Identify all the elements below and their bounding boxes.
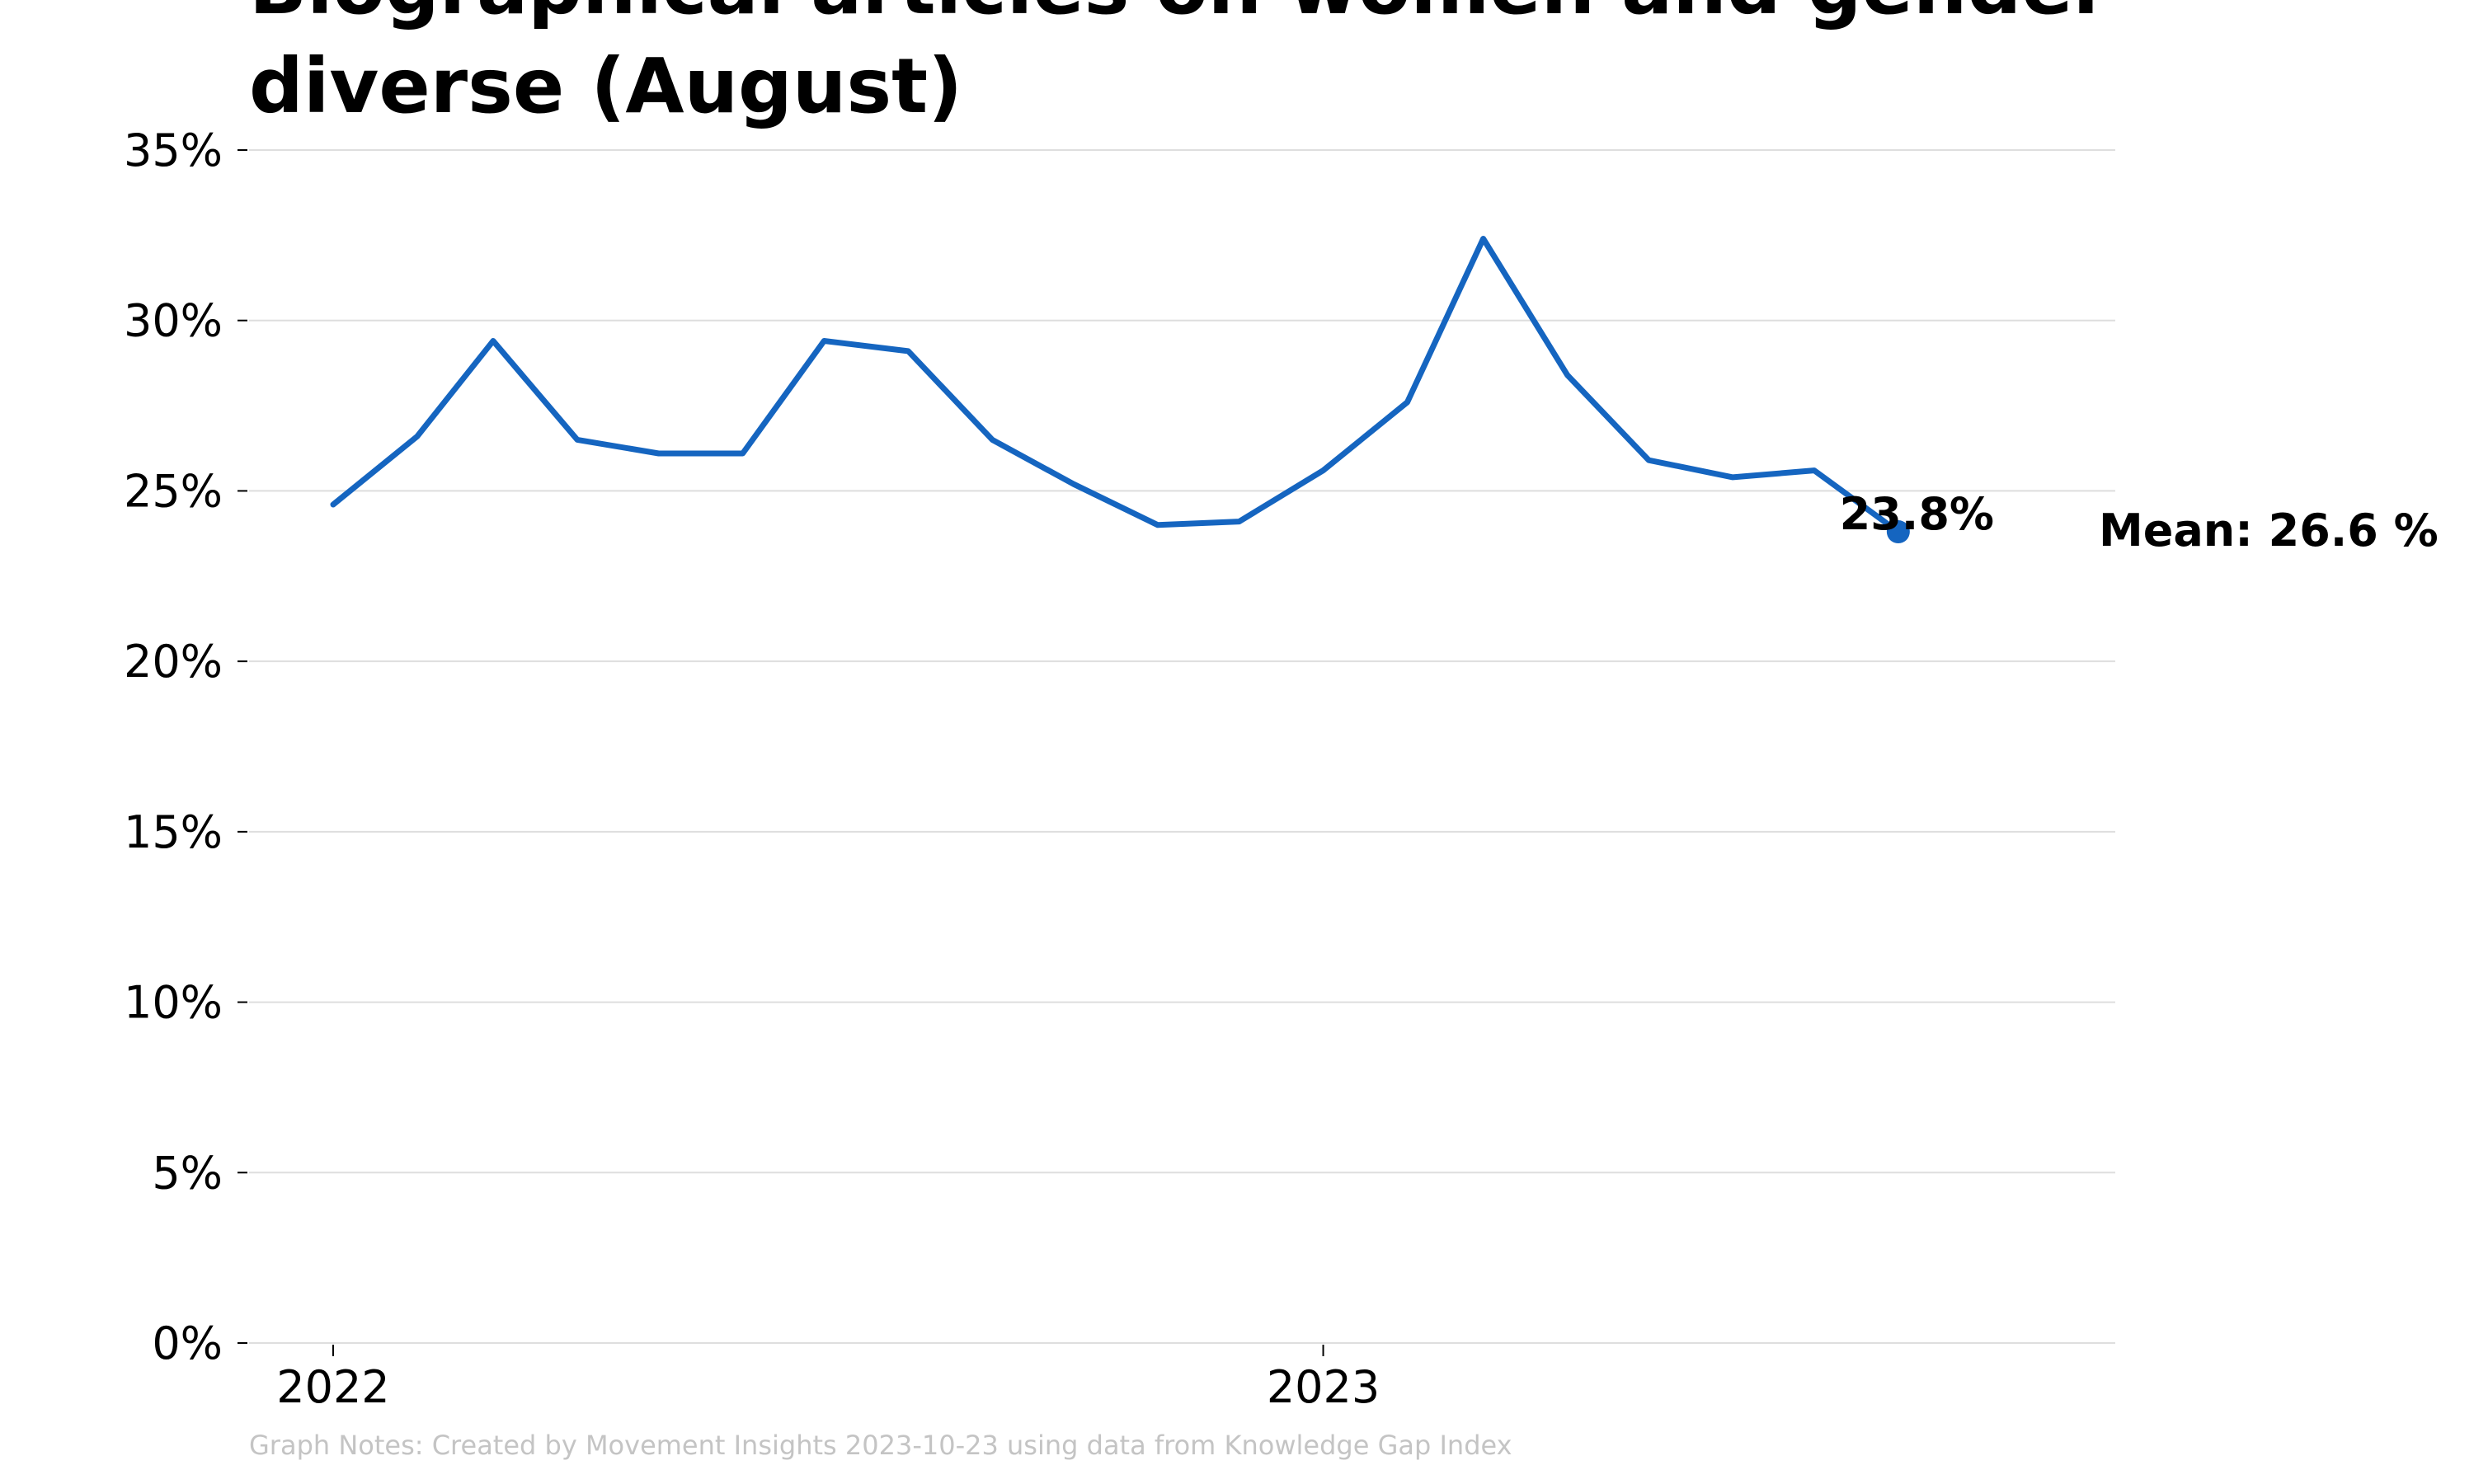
series-layer [330,236,1910,544]
x-tick-label: 2023 [1267,1361,1380,1413]
y-tick-label: 25% [124,465,223,517]
chart-title-line-1: Biographical articles on women and gende… [249,0,2111,31]
y-tick-label: 20% [124,636,223,688]
series-line [330,236,1902,535]
chart-title-line-2: diverse (August) [249,42,962,130]
y-tick-label: 5% [152,1147,223,1199]
gridlines [249,149,2115,1344]
end-value-label: 23.8% [1840,488,1994,540]
y-tick-label: 30% [124,295,223,347]
graph-note: Graph Notes: Created by Movement Insight… [249,1430,1512,1461]
y-tick-label: 0% [152,1317,223,1369]
mean-label: Mean: 26.6 % [2099,505,2439,556]
y-axis: 0% 5% 10% 15% 20% 25% 30% 35% [124,124,247,1369]
y-tick-label: 35% [124,124,223,176]
end-point-marker [1886,520,1910,544]
y-tick-label: 10% [124,977,223,1029]
x-tick-label: 2022 [276,1361,389,1413]
x-axis: 2022 2023 [276,1345,1380,1413]
y-tick-label: 15% [124,806,223,858]
